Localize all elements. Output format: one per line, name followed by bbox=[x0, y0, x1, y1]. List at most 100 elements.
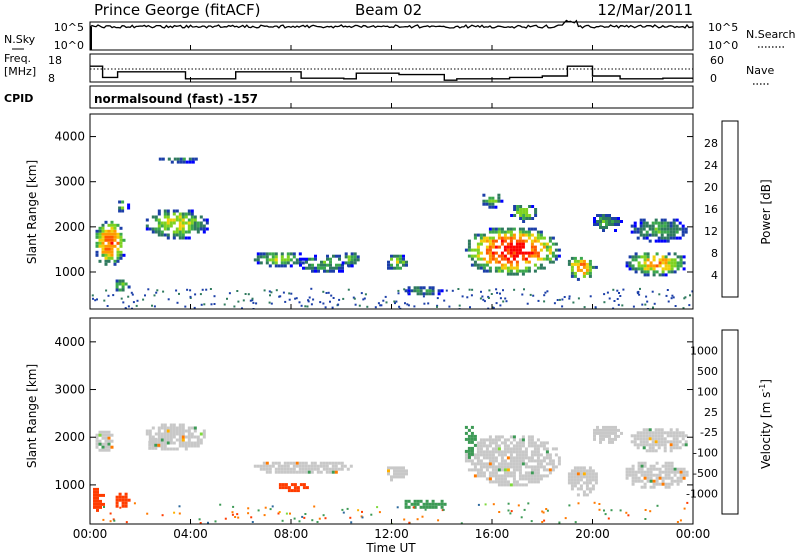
power-cell bbox=[491, 205, 495, 209]
power-cell bbox=[249, 299, 252, 302]
velocity-cell bbox=[334, 461, 338, 465]
power-cell bbox=[579, 256, 583, 260]
power-cell bbox=[485, 239, 489, 243]
power-cell bbox=[428, 286, 432, 290]
velocity-cell bbox=[608, 437, 611, 441]
velocity-cell bbox=[287, 489, 291, 493]
power-cell bbox=[271, 258, 275, 262]
power-cell bbox=[506, 236, 510, 240]
velocity-cell bbox=[669, 440, 673, 444]
power-cell bbox=[200, 303, 203, 306]
power-cell bbox=[682, 267, 686, 271]
velocity-cell bbox=[184, 444, 188, 448]
velocity-cell bbox=[349, 516, 352, 519]
velocity-cell bbox=[557, 456, 561, 460]
power-cell bbox=[485, 251, 489, 255]
power-cell bbox=[649, 267, 653, 271]
power-cell bbox=[515, 254, 519, 258]
power-cell bbox=[384, 295, 387, 298]
power-cell bbox=[657, 236, 661, 240]
velocity-cell bbox=[169, 435, 173, 439]
velocity-cell bbox=[503, 444, 507, 448]
velocity-cell bbox=[93, 490, 96, 494]
velocity-cell bbox=[440, 502, 444, 506]
power-cell bbox=[347, 258, 351, 262]
power-cell bbox=[107, 232, 111, 236]
power-cell bbox=[473, 263, 477, 267]
power-cell bbox=[148, 227, 152, 231]
power-cell bbox=[476, 233, 480, 237]
velocity-cell bbox=[196, 441, 200, 445]
power-cell bbox=[664, 258, 668, 262]
power-cell bbox=[471, 288, 474, 291]
colorbar-tick-label: 24 bbox=[704, 159, 718, 172]
power-cell bbox=[175, 233, 179, 237]
power-cell bbox=[437, 292, 441, 296]
power-cell bbox=[640, 270, 644, 274]
velocity-cell bbox=[271, 461, 275, 465]
power-cell bbox=[488, 289, 491, 292]
velocity-cell bbox=[476, 447, 480, 451]
power-cell bbox=[530, 239, 534, 243]
velocity-cell bbox=[542, 441, 546, 445]
velocity-cell bbox=[669, 443, 673, 447]
power-cell bbox=[522, 220, 526, 223]
velocity-cell bbox=[473, 468, 477, 472]
power-cell bbox=[556, 299, 559, 301]
power-cell bbox=[163, 215, 167, 219]
velocity-cell bbox=[154, 443, 158, 447]
velocity-cell bbox=[614, 437, 617, 441]
velocity-cell bbox=[396, 472, 399, 476]
velocity-cell bbox=[484, 503, 487, 506]
velocity-cell bbox=[104, 442, 108, 446]
power-cell bbox=[684, 227, 688, 231]
velocity-cell bbox=[642, 440, 646, 444]
velocity-cell bbox=[527, 441, 531, 445]
power-cell bbox=[531, 205, 535, 208]
power-cell bbox=[338, 298, 341, 301]
velocity-cell bbox=[151, 426, 155, 430]
velocity-cell bbox=[521, 438, 525, 442]
power-cell bbox=[307, 300, 310, 303]
power-cell bbox=[190, 224, 194, 228]
velocity-cell bbox=[307, 464, 311, 468]
power-cell bbox=[637, 264, 641, 268]
power-cell bbox=[527, 233, 531, 237]
power-cell bbox=[199, 221, 203, 225]
power-cell bbox=[399, 266, 402, 270]
velocity-cell bbox=[536, 480, 540, 484]
velocity-cell bbox=[593, 434, 596, 438]
velocity-cell bbox=[676, 476, 680, 480]
velocity-cell bbox=[627, 514, 630, 517]
power-cell bbox=[157, 224, 161, 228]
velocity-cell bbox=[160, 444, 164, 448]
velocity-cell bbox=[524, 477, 528, 481]
velocity-cell bbox=[588, 487, 592, 491]
velocity-cell bbox=[160, 447, 164, 451]
power-cell bbox=[506, 272, 510, 276]
velocity-cell bbox=[530, 450, 534, 454]
power-cell bbox=[613, 300, 616, 302]
velocity-cell bbox=[166, 435, 170, 439]
power-cell bbox=[256, 258, 260, 262]
velocity-cell bbox=[482, 453, 486, 457]
power-cell bbox=[431, 288, 434, 291]
power-cell bbox=[280, 261, 284, 265]
velocity-cell bbox=[645, 443, 649, 447]
velocity-cell bbox=[663, 446, 667, 450]
power-cell bbox=[548, 251, 552, 255]
velocity-cell bbox=[533, 471, 537, 475]
velocity-cell bbox=[325, 461, 329, 465]
power-cell bbox=[612, 307, 615, 309]
power-cell bbox=[488, 248, 492, 252]
velocity-cell bbox=[524, 453, 528, 457]
velocity-cell bbox=[277, 467, 281, 471]
power-cell bbox=[335, 263, 338, 267]
power-cell bbox=[583, 306, 586, 309]
velocity-cell bbox=[506, 450, 510, 454]
power-cell bbox=[341, 266, 344, 270]
velocity-cell bbox=[181, 426, 185, 430]
power-cell bbox=[512, 233, 516, 237]
velocity-cell bbox=[289, 470, 293, 474]
power-cell bbox=[570, 265, 574, 269]
